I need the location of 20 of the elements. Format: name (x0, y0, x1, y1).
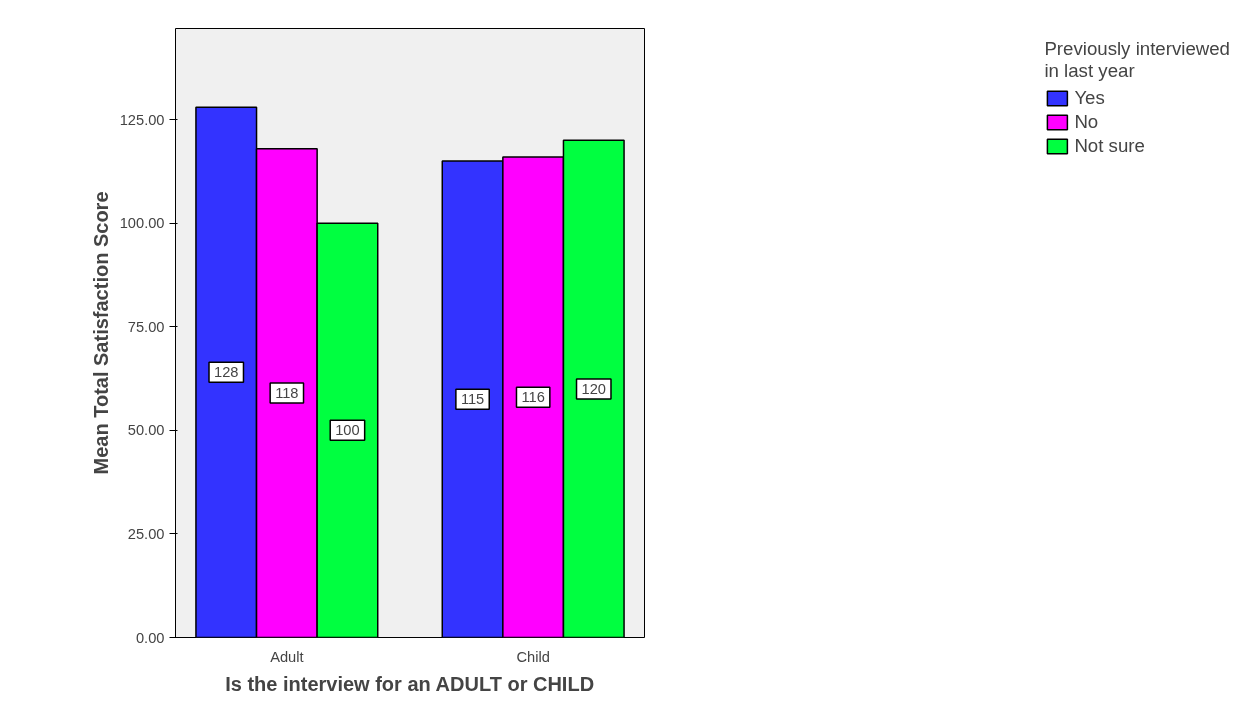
data-label: 100 (335, 422, 360, 439)
y-tick-label: 125.00 (119, 111, 165, 128)
data-label: 128 (214, 364, 239, 381)
y-tick-label: 100.00 (119, 215, 165, 232)
legend-label: Yes (1074, 87, 1105, 109)
x-tick-label: Child (516, 648, 550, 665)
y-axis-title: Mean Total Satisfaction Score (89, 191, 112, 475)
data-label: 120 (581, 380, 606, 397)
data-label: 116 (521, 389, 545, 406)
y-tick-label: 25.00 (127, 525, 165, 542)
y-tick-label: 75.00 (127, 318, 165, 335)
data-label: 118 (275, 385, 299, 402)
legend-title: Previously interviewed in last year (1044, 38, 1230, 82)
y-tick-label: 0.00 (135, 629, 165, 646)
data-label: 115 (460, 391, 485, 408)
legend-label: Not sure (1074, 135, 1145, 157)
legend-label: No (1074, 111, 1099, 133)
x-axis-title: Is the interview for an ADULT or CHILD (225, 672, 595, 695)
x-tick-label: Adult (270, 648, 304, 665)
y-tick-label: 50.00 (127, 422, 165, 439)
